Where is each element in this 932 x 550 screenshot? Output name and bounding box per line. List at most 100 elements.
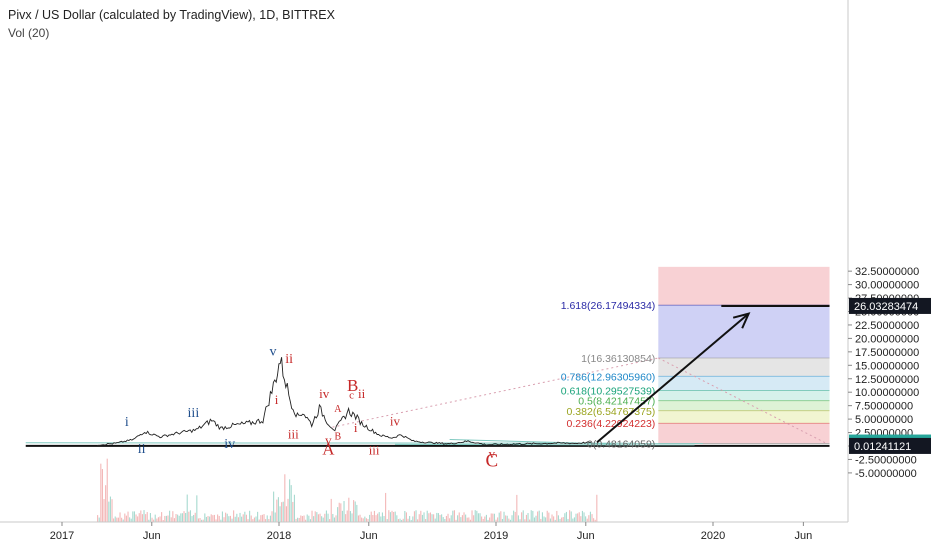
volume-bar xyxy=(383,516,385,522)
volume-bar xyxy=(377,513,379,522)
volume-bar xyxy=(554,519,556,522)
volume-bar xyxy=(573,517,575,522)
volume-bar xyxy=(305,519,307,522)
volume-bar xyxy=(137,516,139,522)
volume-bar xyxy=(148,519,150,522)
volume-bar xyxy=(277,497,279,522)
trend-line-1 xyxy=(658,357,827,444)
volume-bar xyxy=(108,501,110,522)
y-tick-label: 12.50000000 xyxy=(855,374,919,386)
volume-bar xyxy=(249,510,251,522)
fib-band-5 xyxy=(658,400,830,411)
volume-bar xyxy=(145,514,147,522)
volume-bar xyxy=(213,514,215,522)
wave-label-v: v xyxy=(489,446,496,461)
fib-band-1 xyxy=(658,305,830,358)
volume-bar xyxy=(313,516,315,522)
volume-bar xyxy=(588,515,590,522)
wave-label-v: v xyxy=(270,345,277,360)
volume-bar xyxy=(484,516,486,522)
volume-bar xyxy=(133,511,135,522)
volume-bar xyxy=(489,517,491,522)
fib-label-6: 0.236(4.22924223) xyxy=(567,418,656,430)
volume-bar xyxy=(378,512,380,522)
volume-bar xyxy=(367,519,369,522)
volume-bar xyxy=(551,514,553,522)
volume-bar xyxy=(369,514,371,522)
volume-bar xyxy=(455,519,457,522)
volume-bar xyxy=(517,515,519,522)
volume-bar xyxy=(425,519,427,522)
volume-bar xyxy=(559,518,561,522)
volume-bar xyxy=(533,517,535,522)
volume-bar xyxy=(244,511,246,522)
volume-bar xyxy=(138,513,140,522)
volume-bar xyxy=(231,518,233,522)
volume-bar xyxy=(218,515,220,522)
volume-bar xyxy=(197,518,199,522)
volume-bar xyxy=(337,507,339,522)
volume-bar xyxy=(266,515,268,522)
volume-bar xyxy=(122,519,124,522)
volume-bar xyxy=(535,515,537,522)
volume-bar xyxy=(593,518,595,522)
volume-bar xyxy=(204,513,206,522)
volume-bar xyxy=(426,510,428,522)
wave-label-iii: iii xyxy=(188,406,200,421)
volume-bar xyxy=(186,494,188,522)
volume-bar xyxy=(594,519,596,522)
volume-bar xyxy=(490,513,492,522)
volume-bar xyxy=(562,517,564,522)
fib-label-4: 0.5(8.42147457) xyxy=(578,396,655,408)
volume-bar xyxy=(471,510,473,522)
wave-label-iii: iii xyxy=(369,443,380,458)
volume-bar xyxy=(162,519,164,522)
volume-bar xyxy=(362,518,364,522)
volume-bar xyxy=(335,515,337,522)
volume-bar xyxy=(346,510,348,522)
x-tick-label: 2017 xyxy=(50,530,74,542)
volume-bar xyxy=(348,497,350,522)
volume-bar xyxy=(428,513,430,522)
volume-bar xyxy=(469,519,471,522)
wave-label-iii: iii xyxy=(288,426,299,441)
volume-bar xyxy=(247,519,249,522)
volume-bar xyxy=(537,511,539,522)
volume-bar xyxy=(391,510,393,522)
volume-bar xyxy=(175,513,177,522)
volume-bar xyxy=(124,513,126,522)
volume-bar xyxy=(111,499,113,522)
volume-bar xyxy=(285,506,287,522)
volume-bar xyxy=(340,503,342,522)
volume-bar xyxy=(521,512,523,522)
volume-bar xyxy=(173,518,175,522)
volume-bar xyxy=(511,515,513,522)
volume-bar xyxy=(354,501,356,522)
volume-bar xyxy=(119,512,121,522)
volume-bar xyxy=(577,513,579,522)
volume-bar xyxy=(452,510,454,522)
volume-bar xyxy=(508,518,510,522)
volume-bar xyxy=(586,518,588,522)
volume-bar xyxy=(301,516,303,522)
volume-bar xyxy=(236,513,238,522)
volume-bar xyxy=(527,513,529,522)
volume-bar xyxy=(429,512,431,522)
y-tick-label: -5.00000000 xyxy=(855,468,917,480)
volume-bar xyxy=(453,510,455,522)
arrow-head xyxy=(732,312,751,329)
volume-bar xyxy=(580,516,582,522)
volume-bar xyxy=(380,516,382,522)
volume-bar xyxy=(498,512,500,522)
volume-bar xyxy=(261,514,263,522)
volume-bar xyxy=(106,458,108,522)
volume-bar xyxy=(274,512,276,522)
y-tick-label: 17.50000000 xyxy=(855,347,919,359)
y-tick-label: 5.00000000 xyxy=(855,414,913,426)
volume-bar xyxy=(386,519,388,522)
volume-bar xyxy=(585,516,587,522)
volume-bar xyxy=(322,517,324,522)
volume-bar xyxy=(458,512,460,522)
volume-bar xyxy=(221,511,223,522)
